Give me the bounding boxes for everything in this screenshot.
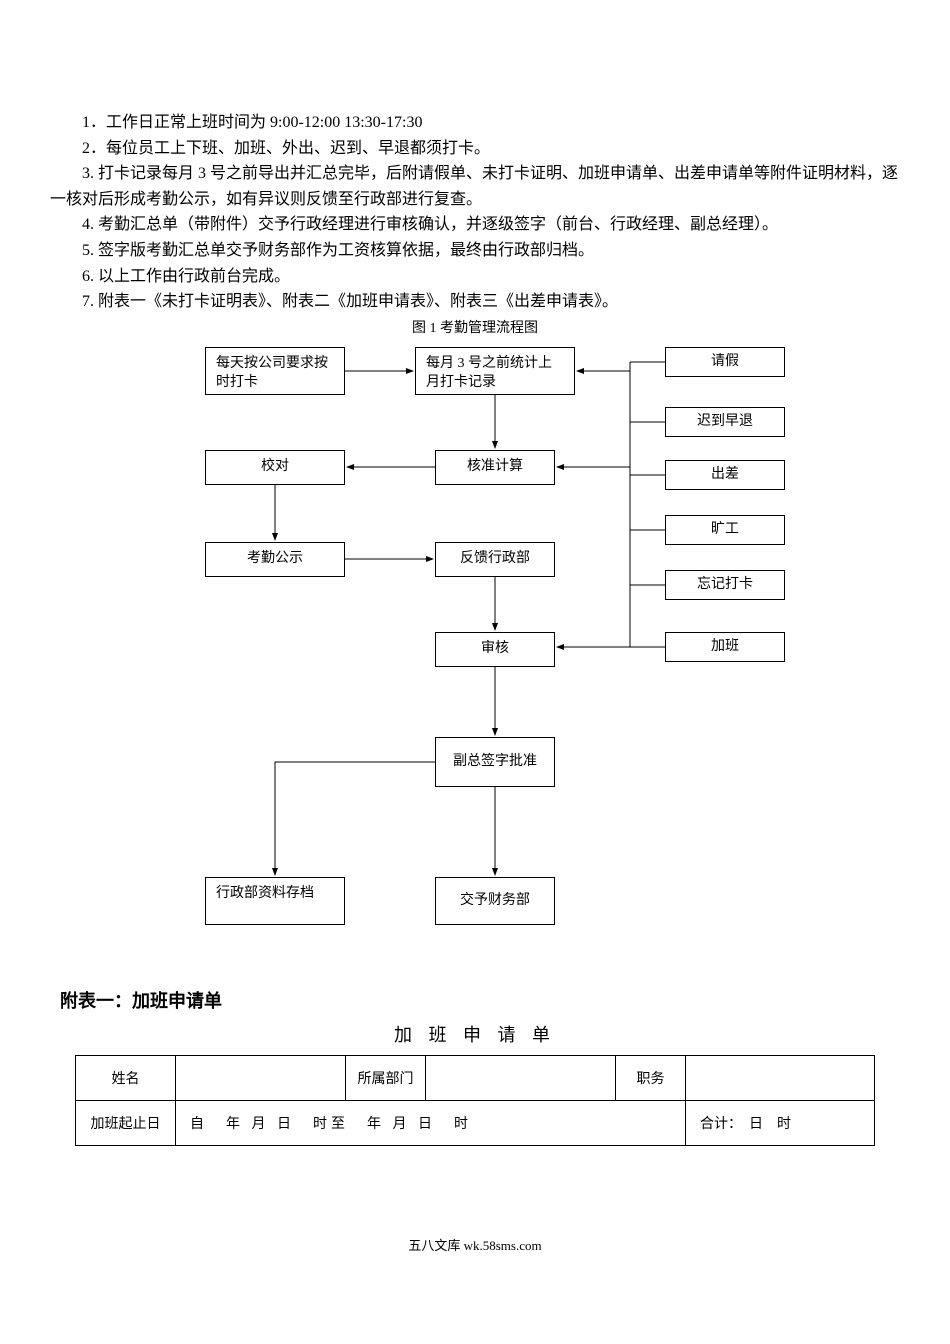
node-overtime: 加班 (665, 632, 785, 662)
node-audit: 审核 (435, 632, 555, 667)
node-feedback: 反馈行政部 (435, 542, 555, 577)
label-position: 职务 (616, 1055, 686, 1100)
node-publish: 考勤公示 (205, 542, 345, 577)
paragraph-5: 5. 签字版考勤汇总单交予财务部作为工资核算依据，最终由行政部归档。 (50, 238, 900, 264)
paragraph-7: 7. 附表一《未打卡证明表》、附表二《加班申请表》、附表三《出差申请表》。 (50, 289, 900, 315)
paragraph-2: 2．每位员工上下班、加班、外出、迟到、早退都须打卡。 (50, 136, 900, 162)
attachment-title: 附表一：加班申请单 (50, 987, 900, 1013)
label-dept: 所属部门 (346, 1055, 426, 1100)
flowchart: 每天按公司要求按时打卡 每月 3 号之前统计上月打卡记录 请假 迟到早退 出差 … (50, 337, 900, 977)
node-verify: 校对 (205, 450, 345, 485)
node-trip: 出差 (665, 460, 785, 490)
node-leave: 请假 (665, 347, 785, 377)
node-finance: 交予财务部 (435, 877, 555, 925)
node-stat-records: 每月 3 号之前统计上月打卡记录 (415, 347, 575, 395)
node-forgot: 忘记打卡 (665, 570, 785, 600)
cell-total: 合计： 日 时 (686, 1100, 875, 1145)
node-absent: 旷工 (665, 515, 785, 545)
label-name: 姓名 (76, 1055, 176, 1100)
node-daily-clock: 每天按公司要求按时打卡 (205, 347, 345, 395)
paragraph-6: 6. 以上工作由行政前台完成。 (50, 264, 900, 290)
cell-name-value (176, 1055, 346, 1100)
cell-position-value (686, 1055, 875, 1100)
overtime-form-table: 姓名 所属部门 职务 加班起止日 自 年 月 日 时至 年 月 日 时 合计： … (75, 1055, 875, 1146)
node-late: 迟到早退 (665, 407, 785, 437)
form-title: 加 班 申 请 单 (50, 1021, 900, 1047)
node-calculate: 核准计算 (435, 450, 555, 485)
paragraph-4: 4. 考勤汇总单（带附件）交予行政经理进行审核确认，并逐级签字（前台、行政经理、… (50, 212, 900, 238)
node-approve: 副总签字批准 (435, 737, 555, 787)
footer-text: 五八文库 wk.58sms.com (0, 1235, 950, 1254)
figure-title: 图 1 考勤管理流程图 (50, 317, 900, 337)
node-archive: 行政部资料存档 (205, 877, 345, 925)
label-date-range: 加班起止日 (76, 1100, 176, 1145)
cell-dept-value (426, 1055, 616, 1100)
paragraph-3: 3. 打卡记录每月 3 号之前导出并汇总完毕，后附请假单、未打卡证明、加班申请单… (50, 161, 900, 212)
cell-date-range: 自 年 月 日 时至 年 月 日 时 (176, 1100, 686, 1145)
paragraph-1: 1．工作日正常上班时间为 9:00-12:00 13:30-17:30 (50, 110, 900, 136)
